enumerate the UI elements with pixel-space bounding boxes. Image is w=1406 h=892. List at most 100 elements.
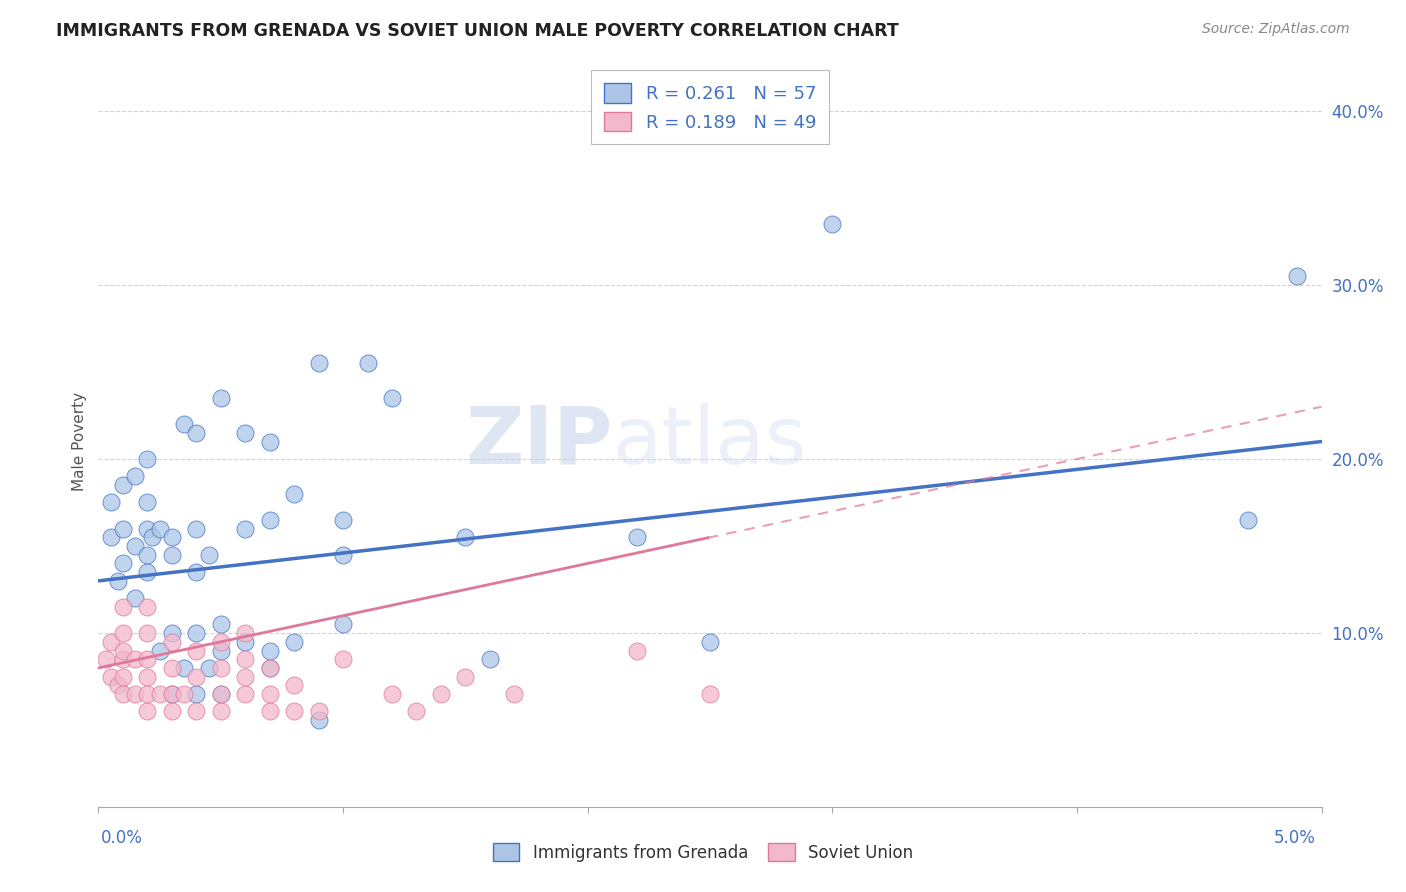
Point <box>209 617 232 632</box>
Legend: Immigrants from Grenada, Soviet Union: Immigrants from Grenada, Soviet Union <box>485 835 921 871</box>
Point <box>381 391 404 405</box>
Point <box>283 487 305 501</box>
Point <box>100 495 122 509</box>
Point <box>136 670 159 684</box>
Point <box>124 687 146 701</box>
Point <box>283 678 305 692</box>
Point <box>405 705 427 719</box>
Point <box>136 548 159 562</box>
Legend: R = 0.261   N = 57, R = 0.189   N = 49: R = 0.261 N = 57, R = 0.189 N = 49 <box>592 70 828 145</box>
Point <box>197 548 219 562</box>
Point <box>259 513 281 527</box>
Point <box>173 417 195 431</box>
Point <box>136 705 159 719</box>
Point <box>209 687 232 701</box>
Point <box>94 652 117 666</box>
Point <box>233 652 256 666</box>
Point <box>186 705 208 719</box>
Point <box>259 661 281 675</box>
Point <box>233 425 256 440</box>
Point <box>111 670 134 684</box>
Point <box>111 478 134 492</box>
Point <box>259 687 281 701</box>
Point <box>1286 269 1309 284</box>
Point <box>160 548 183 562</box>
Point <box>160 635 183 649</box>
Point <box>124 469 146 483</box>
Point <box>233 626 256 640</box>
Point <box>100 530 122 544</box>
Point <box>160 661 183 675</box>
Point <box>821 217 844 231</box>
Point <box>259 661 281 675</box>
Point <box>308 356 330 370</box>
Point <box>209 687 232 701</box>
Point <box>124 652 146 666</box>
Text: Source: ZipAtlas.com: Source: ZipAtlas.com <box>1202 22 1350 37</box>
Point <box>209 391 232 405</box>
Point <box>173 687 195 701</box>
Point <box>111 599 134 614</box>
Point <box>503 687 526 701</box>
Point <box>209 643 232 657</box>
Point <box>699 635 721 649</box>
Point <box>430 687 453 701</box>
Point <box>100 635 122 649</box>
Point <box>111 522 134 536</box>
Point <box>136 652 159 666</box>
Point <box>111 687 134 701</box>
Point <box>160 626 183 640</box>
Point <box>173 661 195 675</box>
Point <box>107 574 129 588</box>
Point <box>233 635 256 649</box>
Point <box>149 687 172 701</box>
Point <box>478 652 501 666</box>
Point <box>233 522 256 536</box>
Point <box>259 434 281 449</box>
Point <box>141 530 163 544</box>
Point <box>160 687 183 701</box>
Point <box>136 626 159 640</box>
Text: 0.0%: 0.0% <box>101 829 143 847</box>
Point <box>209 661 232 675</box>
Y-axis label: Male Poverty: Male Poverty <box>72 392 87 491</box>
Point <box>259 643 281 657</box>
Point <box>332 513 354 527</box>
Point <box>136 522 159 536</box>
Point <box>186 522 208 536</box>
Point <box>124 591 146 606</box>
Point <box>356 356 378 370</box>
Point <box>111 652 134 666</box>
Point <box>283 635 305 649</box>
Point <box>100 670 122 684</box>
Point <box>111 643 134 657</box>
Point <box>233 687 256 701</box>
Point <box>332 652 354 666</box>
Point <box>233 670 256 684</box>
Point <box>1237 513 1260 527</box>
Point <box>136 495 159 509</box>
Text: 5.0%: 5.0% <box>1274 829 1316 847</box>
Point <box>160 530 183 544</box>
Point <box>308 705 330 719</box>
Point <box>160 687 183 701</box>
Point <box>136 687 159 701</box>
Point <box>332 617 354 632</box>
Point <box>160 705 183 719</box>
Point <box>124 539 146 553</box>
Point <box>186 670 208 684</box>
Point <box>454 670 477 684</box>
Point <box>454 530 477 544</box>
Point <box>626 643 648 657</box>
Point <box>111 626 134 640</box>
Point <box>186 425 208 440</box>
Point <box>209 705 232 719</box>
Point <box>149 522 172 536</box>
Point <box>197 661 219 675</box>
Point <box>283 705 305 719</box>
Point <box>186 643 208 657</box>
Text: atlas: atlas <box>612 402 807 481</box>
Point <box>186 687 208 701</box>
Point <box>332 548 354 562</box>
Point <box>259 705 281 719</box>
